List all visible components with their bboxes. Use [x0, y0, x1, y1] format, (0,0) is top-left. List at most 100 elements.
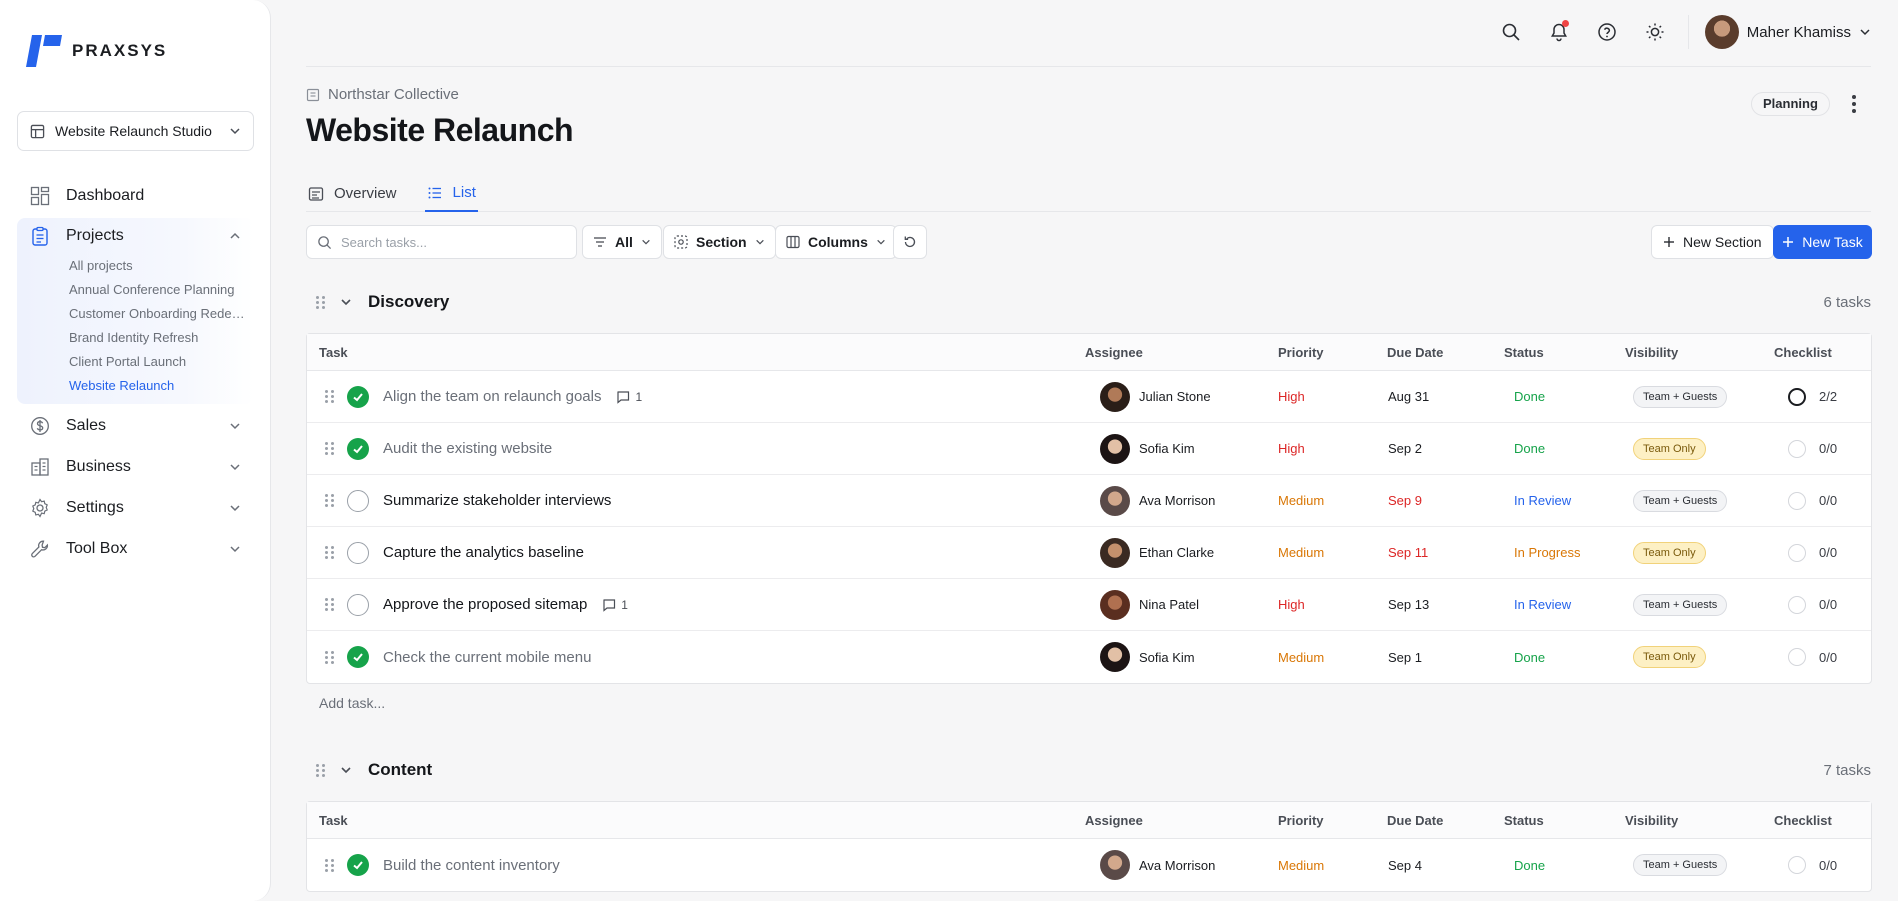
sidebar-subitem-brand-identity[interactable]: Brand Identity Refresh	[69, 326, 249, 350]
refresh-button[interactable]	[893, 225, 927, 259]
sidebar-item-settings[interactable]: Settings	[17, 490, 254, 526]
column-header-checklist[interactable]: Checklist	[1774, 802, 1832, 838]
theme-toggle[interactable]	[1638, 15, 1672, 49]
table-row[interactable]: Summarize stakeholder interviews Ava Morr…	[307, 475, 1871, 527]
drag-handle-icon[interactable]	[316, 296, 326, 309]
priority-label[interactable]: Medium	[1278, 631, 1324, 683]
task-name[interactable]: Approve the proposed sitemap	[383, 596, 587, 613]
assignee-cell[interactable]: Ava Morrison	[1085, 839, 1215, 891]
visibility-badge[interactable]: Team + Guests	[1633, 854, 1727, 876]
visibility-badge[interactable]: Team + Guests	[1633, 490, 1727, 512]
column-header-due-date[interactable]: Due Date	[1387, 334, 1443, 370]
sidebar-item-business[interactable]: Business	[17, 449, 254, 485]
more-options-button[interactable]	[1844, 92, 1864, 116]
search-button[interactable]	[1494, 15, 1528, 49]
column-header-task[interactable]: Task	[319, 802, 348, 838]
due-date[interactable]: Aug 31	[1388, 371, 1429, 422]
table-row[interactable]: Capture the analytics baseline Ethan Clar…	[307, 527, 1871, 579]
sidebar-item-toolbox[interactable]: Tool Box	[17, 531, 254, 567]
task-complete-icon[interactable]	[347, 646, 369, 668]
assignee-cell[interactable]: Ethan Clarke	[1085, 527, 1214, 578]
checklist-cell[interactable]: 0/0	[1774, 579, 1837, 630]
column-header-status[interactable]: Status	[1504, 802, 1544, 838]
visibility-badge[interactable]: Team Only	[1633, 438, 1706, 460]
task-checkbox[interactable]	[347, 542, 369, 564]
status-label[interactable]: In Progress	[1504, 527, 1580, 578]
task-complete-icon[interactable]	[347, 854, 369, 876]
table-row[interactable]: Audit the existing website Sofia Kim High S…	[307, 423, 1871, 475]
table-row[interactable]: Build the content inventory Ava Morrison M…	[307, 839, 1871, 891]
logo[interactable]: PRAXSYS	[26, 33, 167, 69]
sidebar-item-dashboard[interactable]: Dashboard	[17, 178, 254, 214]
sidebar-subitem-all-projects[interactable]: All projects	[69, 254, 249, 278]
due-date[interactable]: Sep 2	[1388, 423, 1422, 474]
checklist-cell[interactable]: 0/0	[1774, 475, 1837, 526]
checklist-cell[interactable]: 0/0	[1774, 839, 1837, 891]
comment-count[interactable]: 1	[602, 598, 628, 612]
column-header-due-date[interactable]: Due Date	[1387, 802, 1443, 838]
column-header-status[interactable]: Status	[1504, 334, 1544, 370]
task-name[interactable]: Capture the analytics baseline	[383, 544, 584, 561]
status-badge[interactable]: Planning	[1751, 92, 1830, 116]
task-complete-icon[interactable]	[347, 386, 369, 408]
drag-handle-icon[interactable]	[316, 764, 326, 777]
new-task-button[interactable]: New Task	[1773, 225, 1872, 259]
drag-handle-icon[interactable]	[325, 390, 335, 403]
status-label[interactable]: Done	[1504, 423, 1545, 474]
task-name[interactable]: Align the team on relaunch goals	[383, 388, 601, 405]
checklist-cell[interactable]: 2/2	[1774, 371, 1837, 422]
filter-dropdown[interactable]: All	[582, 225, 662, 259]
due-date[interactable]: Sep 4	[1388, 839, 1422, 891]
table-row[interactable]: Align the team on relaunch goals 1 Julian …	[307, 371, 1871, 423]
assignee-cell[interactable]: Ava Morrison	[1085, 475, 1215, 526]
task-checkbox[interactable]	[347, 594, 369, 616]
visibility-badge[interactable]: Team + Guests	[1633, 386, 1727, 408]
sidebar-subitem-annual-conference[interactable]: Annual Conference Planning	[69, 278, 249, 302]
column-header-assignee[interactable]: Assignee	[1085, 802, 1143, 838]
due-date[interactable]: Sep 9	[1388, 475, 1422, 526]
tab-list[interactable]: List	[425, 175, 478, 212]
table-row[interactable]: Check the current mobile menu Sofia Kim Me…	[307, 631, 1871, 683]
visibility-badge[interactable]: Team Only	[1633, 646, 1706, 668]
status-label[interactable]: Done	[1504, 631, 1545, 683]
checklist-cell[interactable]: 0/0	[1774, 527, 1837, 578]
assignee-cell[interactable]: Julian Stone	[1085, 371, 1211, 422]
column-header-assignee[interactable]: Assignee	[1085, 334, 1143, 370]
priority-label[interactable]: Medium	[1278, 839, 1324, 891]
user-menu[interactable]: Maher Khamiss	[1705, 15, 1871, 49]
assignee-cell[interactable]: Nina Patel	[1085, 579, 1199, 630]
status-label[interactable]: In Review	[1504, 579, 1571, 630]
column-header-visibility[interactable]: Visibility	[1625, 334, 1678, 370]
column-header-checklist[interactable]: Checklist	[1774, 334, 1832, 370]
add-task-input[interactable]: Add task...	[319, 695, 385, 711]
priority-label[interactable]: Medium	[1278, 475, 1324, 526]
org-breadcrumb[interactable]: Northstar Collective	[306, 86, 459, 103]
task-name[interactable]: Summarize stakeholder interviews	[383, 492, 611, 509]
priority-label[interactable]: Medium	[1278, 527, 1324, 578]
due-date[interactable]: Sep 1	[1388, 631, 1422, 683]
status-label[interactable]: In Review	[1504, 475, 1571, 526]
task-name[interactable]: Build the content inventory	[383, 857, 560, 874]
drag-handle-icon[interactable]	[325, 859, 335, 872]
workspace-select[interactable]: Website Relaunch Studio	[17, 111, 254, 151]
drag-handle-icon[interactable]	[325, 494, 335, 507]
drag-handle-icon[interactable]	[325, 651, 335, 664]
drag-handle-icon[interactable]	[325, 442, 335, 455]
sidebar-subitem-customer-onboarding[interactable]: Customer Onboarding Redesign	[69, 302, 249, 326]
sidebar-subitem-website-relaunch[interactable]: Website Relaunch	[69, 374, 249, 398]
visibility-badge[interactable]: Team + Guests	[1633, 594, 1727, 616]
section-dropdown[interactable]: Section	[663, 225, 776, 259]
task-checkbox[interactable]	[347, 490, 369, 512]
task-name[interactable]: Check the current mobile menu	[383, 649, 591, 666]
column-header-visibility[interactable]: Visibility	[1625, 802, 1678, 838]
priority-label[interactable]: High	[1278, 579, 1305, 630]
sidebar-item-sales[interactable]: Sales	[17, 408, 254, 444]
column-header-priority[interactable]: Priority	[1278, 334, 1324, 370]
new-section-button[interactable]: New Section	[1651, 225, 1774, 259]
tab-overview[interactable]: Overview	[306, 175, 399, 212]
status-label[interactable]: Done	[1504, 839, 1545, 891]
checklist-cell[interactable]: 0/0	[1774, 631, 1837, 683]
drag-handle-icon[interactable]	[325, 598, 335, 611]
visibility-badge[interactable]: Team Only	[1633, 542, 1706, 564]
status-label[interactable]: Done	[1504, 371, 1545, 422]
